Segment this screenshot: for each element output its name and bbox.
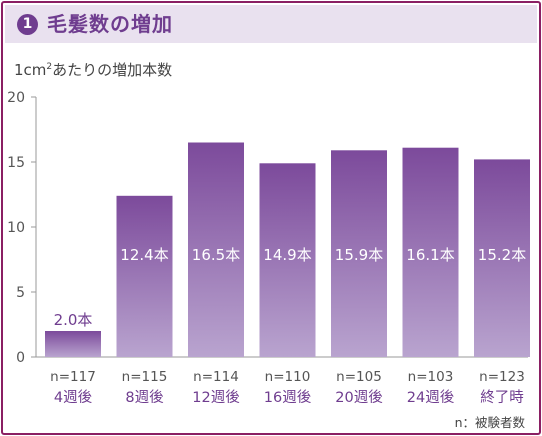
- bar: [188, 142, 244, 357]
- chart-header: 1 毛髪数の増加: [5, 5, 537, 43]
- y-unit-label-rest: あたりの増加本数: [52, 61, 173, 79]
- bar: [331, 150, 387, 357]
- y-unit-label: 1cm2あたりの増加本数: [14, 59, 172, 80]
- bar: [402, 147, 459, 357]
- bar: [116, 195, 173, 357]
- x-category-label: 12週後: [192, 389, 240, 406]
- x-axis-labels: n=117 4週後 n=115 8週後 n=114 12週後 n=110 16週後 n=105 2…: [50, 369, 525, 406]
- bars: 2.0本 12.4本 16.5本 14.9本 15.9本 16.1本 15.2本: [45, 142, 530, 357]
- y-tick-label: 15: [7, 155, 25, 171]
- x-sample-size-label: n=117: [50, 369, 96, 385]
- bar-value-label: 12.4本: [120, 246, 168, 264]
- x-category-label: 16週後: [264, 389, 312, 406]
- x-category-label: 終了時: [480, 389, 524, 406]
- section-number-badge: 1: [17, 14, 38, 35]
- bar-value-label: 15.9本: [335, 246, 383, 264]
- x-sample-size-label: n=115: [122, 369, 168, 385]
- x-sample-size-label: n=103: [408, 369, 454, 385]
- y-unit-label-base: 1cm: [14, 61, 47, 79]
- bar-value-label: 14.9本: [263, 246, 311, 264]
- y-unit-label-superscript: 2: [46, 62, 53, 72]
- x-sample-size-label: n=123: [479, 369, 525, 385]
- x-category-label: 8週後: [125, 389, 164, 406]
- bar: [259, 163, 316, 357]
- chart-title: 毛髪数の増加: [47, 12, 173, 36]
- x-sample-size-label: n=105: [336, 369, 382, 385]
- bar: [474, 159, 530, 357]
- x-category-label: 20週後: [335, 389, 383, 406]
- bar-value-label: 16.5本: [192, 246, 240, 264]
- y-tick-label: 5: [16, 285, 25, 301]
- y-tick-label: 0: [16, 350, 25, 366]
- y-tick-label: 10: [7, 220, 25, 236]
- x-category-label: 24週後: [407, 389, 455, 406]
- y-tick-label: 20: [7, 90, 25, 106]
- sample-size-note: n：被験者数: [454, 415, 525, 430]
- bar: [45, 331, 101, 357]
- bar-value-label: 2.0本: [54, 311, 93, 329]
- bar-value-label: 16.1本: [406, 246, 454, 264]
- x-category-label: 4週後: [54, 389, 93, 406]
- x-sample-size-label: n=110: [265, 369, 311, 385]
- bar-value-label: 15.2本: [478, 246, 526, 264]
- x-sample-size-label: n=114: [193, 369, 239, 385]
